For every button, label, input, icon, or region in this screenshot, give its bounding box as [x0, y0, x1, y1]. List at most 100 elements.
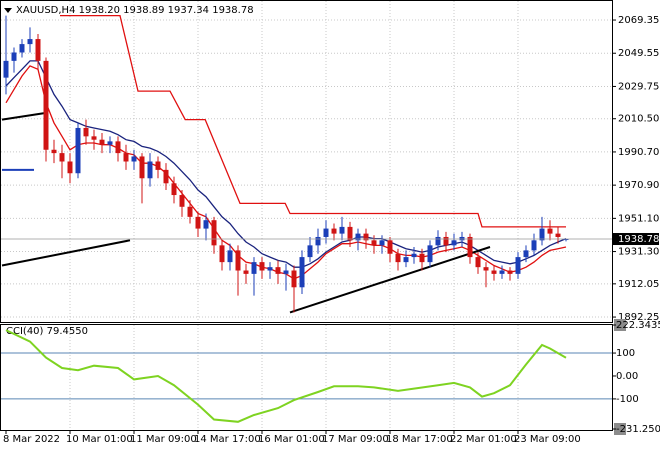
- candle-body: [339, 226, 345, 234]
- x-tick-label: 16 Mar 01:00: [258, 434, 325, 445]
- dropdown-icon[interactable]: [4, 8, 12, 13]
- candle-body: [195, 216, 201, 229]
- candle-body: [347, 226, 353, 241]
- indicator-line: [289, 246, 491, 314]
- candle-body: [451, 240, 457, 246]
- y-tick-label: 1912.05: [618, 279, 659, 290]
- candle-body: [475, 257, 481, 268]
- candle-body: [267, 267, 273, 271]
- y-tick-label: 1990.70: [618, 147, 659, 158]
- candle-body: [467, 236, 473, 258]
- candle-body: [539, 228, 545, 241]
- candle-body: [507, 270, 513, 274]
- candle-body: [83, 127, 89, 137]
- candle-body: [35, 39, 41, 61]
- candle-body: [443, 236, 449, 246]
- candle-body: [131, 156, 137, 162]
- y-tick-label: 2029.75: [618, 81, 659, 92]
- candle-body: [363, 233, 369, 241]
- candle-body: [123, 153, 129, 162]
- cci-line: [5, 329, 567, 423]
- candle-body: [243, 270, 249, 274]
- indicator-line: [1, 239, 131, 267]
- candle-body: [555, 233, 561, 237]
- candle-body: [323, 228, 329, 237]
- candle-body: [187, 206, 193, 217]
- candle-body: [251, 262, 257, 274]
- indicator-line: [60, 14, 566, 228]
- y-tick-label: -231.2502: [616, 424, 660, 435]
- candle-body: [155, 161, 161, 170]
- candle-body: [307, 245, 313, 258]
- candle-body: [403, 257, 409, 263]
- x-tick-label: 23 Mar 09:00: [514, 434, 581, 445]
- x-tick-label: 17 Mar 09:00: [322, 434, 389, 445]
- candle-body: [371, 240, 377, 246]
- candle-body: [51, 149, 57, 154]
- y-tick-label: 2010.50: [618, 114, 659, 125]
- candle-body: [387, 240, 393, 254]
- current-price-label: 1938.78: [618, 234, 659, 245]
- candle-body: [435, 236, 441, 246]
- candle-body: [275, 267, 281, 274]
- candle-body: [491, 270, 497, 274]
- candle-body: [531, 240, 537, 251]
- current-price-box: [613, 233, 659, 246]
- y-tick-label: 1951.10: [618, 213, 659, 224]
- y-tick-label: -100: [616, 394, 639, 405]
- candle-body: [283, 270, 289, 274]
- x-tick-label: 18 Mar 17:00: [386, 434, 453, 445]
- y-tick-label: 222.3435: [616, 320, 660, 331]
- y-tick-label: 2049.55: [618, 48, 659, 59]
- candle-body: [499, 270, 505, 274]
- candle-body: [43, 60, 49, 150]
- candle-body: [411, 253, 417, 258]
- x-tick-label: 14 Mar 17:00: [194, 434, 261, 445]
- candle-body: [163, 169, 169, 184]
- candle-body: [515, 257, 521, 274]
- candle-body: [355, 233, 361, 241]
- y-tick-label: 1892.25: [618, 312, 659, 323]
- candle-body: [11, 52, 17, 61]
- y-tick-label: 1970.90: [618, 180, 659, 191]
- candle-body: [3, 60, 9, 78]
- candle-body: [107, 141, 113, 145]
- candle-body: [211, 220, 217, 246]
- candle-body: [563, 239, 569, 241]
- cci-panel-frame: [0, 324, 613, 431]
- candle-body: [331, 228, 337, 234]
- candle-body: [171, 183, 177, 196]
- candle-body: [483, 267, 489, 271]
- candle-body: [459, 236, 465, 241]
- candle-body: [203, 220, 209, 229]
- y-tick-label: 0.00: [616, 371, 638, 382]
- cci-header: CCI(40) 79.4550: [6, 326, 88, 337]
- y-tick-box: [614, 423, 626, 435]
- candle-body: [219, 245, 225, 263]
- candle-body: [547, 228, 553, 234]
- candle-body: [75, 127, 81, 174]
- indicator-line: [5, 60, 567, 268]
- candle-body: [115, 141, 121, 154]
- candle-body: [179, 195, 185, 207]
- symbol-header: XAUUSD,H4 1938.20 1938.89 1937.34 1938.7…: [16, 5, 254, 16]
- y-tick-label: 100: [616, 348, 635, 359]
- candle-body: [147, 161, 153, 179]
- candle-body: [99, 139, 105, 145]
- y-tick-box: [614, 319, 626, 331]
- candle-body: [523, 250, 529, 258]
- candle-body: [67, 161, 73, 174]
- y-tick-label: 2069.35: [618, 15, 659, 26]
- candle-body: [379, 240, 385, 246]
- x-tick-label: 22 Mar 01:00: [450, 434, 517, 445]
- indicator-line: [1, 111, 47, 121]
- candle-body: [259, 262, 265, 271]
- y-tick-label: 1931.30: [618, 247, 659, 258]
- candle-body: [291, 270, 297, 288]
- candle-body: [27, 39, 33, 45]
- x-tick-label: 11 Mar 09:00: [130, 434, 197, 445]
- candle-body: [227, 250, 233, 263]
- main-panel-frame: [0, 0, 613, 323]
